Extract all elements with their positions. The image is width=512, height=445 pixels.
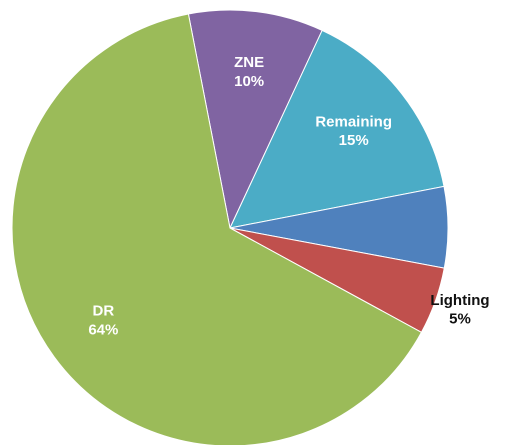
slice-name: ZNE (234, 54, 264, 71)
slice-name: Lighting (430, 292, 489, 309)
slice-label: Lighting 5% (430, 292, 489, 328)
slice-value: 10% (234, 73, 264, 90)
slice-name: DR (93, 303, 115, 320)
slice-value: 15% (339, 132, 369, 149)
pie-slice (187, 9, 323, 230)
slice-value: 5% (449, 311, 471, 328)
pie-slice (229, 29, 445, 229)
slice-label: ZNE 10% (234, 54, 264, 90)
pie-slice (11, 13, 423, 445)
slice-label: Remaining 15% (315, 113, 392, 149)
slice-name: Remaining (315, 113, 392, 130)
slice-label: DR 64% (88, 303, 118, 339)
slice-value: 64% (88, 321, 118, 338)
